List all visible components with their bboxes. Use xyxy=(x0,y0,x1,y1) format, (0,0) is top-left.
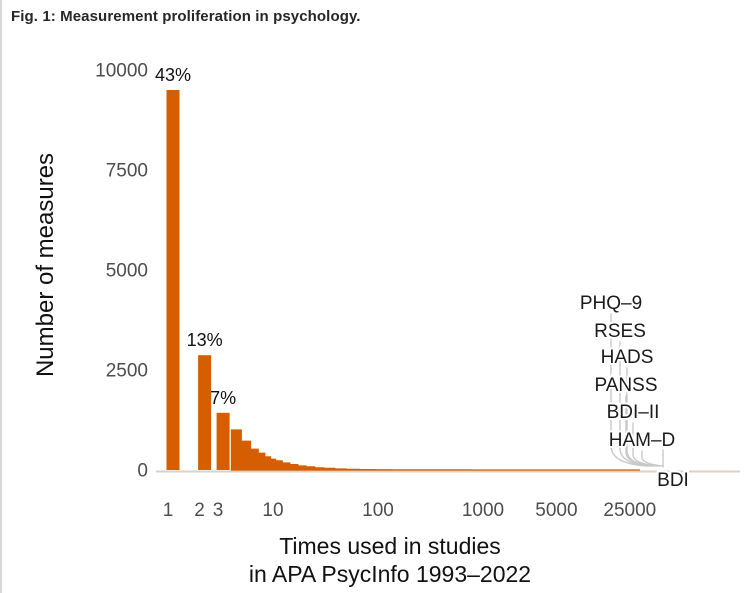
bar-tail xyxy=(230,429,640,471)
y-tick-label: 10000 xyxy=(95,61,148,82)
x-axis-title-line1: Times used in studies xyxy=(279,533,501,559)
leader-lines xyxy=(610,313,664,468)
percent-label: 13% xyxy=(187,330,223,350)
page-left-border xyxy=(0,0,2,593)
x-axis-title-line2: in APA PsycInfo 1993–2022 xyxy=(249,561,531,587)
measure-label: BDI xyxy=(657,470,689,491)
y-axis-title: Number of measures xyxy=(32,153,59,377)
y-tick-label: 2500 xyxy=(106,361,148,382)
measure-label: HAM–D xyxy=(609,430,676,451)
x-tick-label: 25000 xyxy=(603,500,656,521)
leader-line xyxy=(641,450,664,467)
x-tick-label: 3 xyxy=(213,500,224,521)
measure-label: PANSS xyxy=(594,375,657,396)
x-tick-label: 10 xyxy=(262,500,283,521)
y-tick-label: 5000 xyxy=(106,261,148,282)
bar xyxy=(198,355,212,470)
x-tick-label: 5000 xyxy=(535,500,577,521)
x-tick-label: 1000 xyxy=(462,500,504,521)
y-tick-label: 7500 xyxy=(106,161,148,182)
bar xyxy=(216,412,230,470)
measure-label: BDI–II xyxy=(607,402,660,423)
x-tick-label: 1 xyxy=(163,500,174,521)
bar xyxy=(166,90,180,470)
axis-tick-labels: 0 2500 5000 7500 10000 1 2 3 10 100 1000 5000 25000 xyxy=(95,61,656,522)
x-tick-label: 2 xyxy=(194,500,205,521)
histogram-bars xyxy=(156,90,740,473)
annotations: 43% 13% 7% PHQ–9 RSES HADS PANSS BDI–II HAM–D BDI xyxy=(155,65,691,493)
measure-label: HADS xyxy=(601,347,654,368)
y-tick-label: 0 xyxy=(137,461,148,482)
x-tick-label: 100 xyxy=(362,500,394,521)
measure-label: RSES xyxy=(594,321,646,342)
percent-label: 43% xyxy=(155,65,191,85)
measure-label: PHQ–9 xyxy=(580,293,642,314)
percent-label: 7% xyxy=(210,388,236,408)
figure-caption: Fig. 1: Measurement proliferation in psy… xyxy=(11,8,361,25)
